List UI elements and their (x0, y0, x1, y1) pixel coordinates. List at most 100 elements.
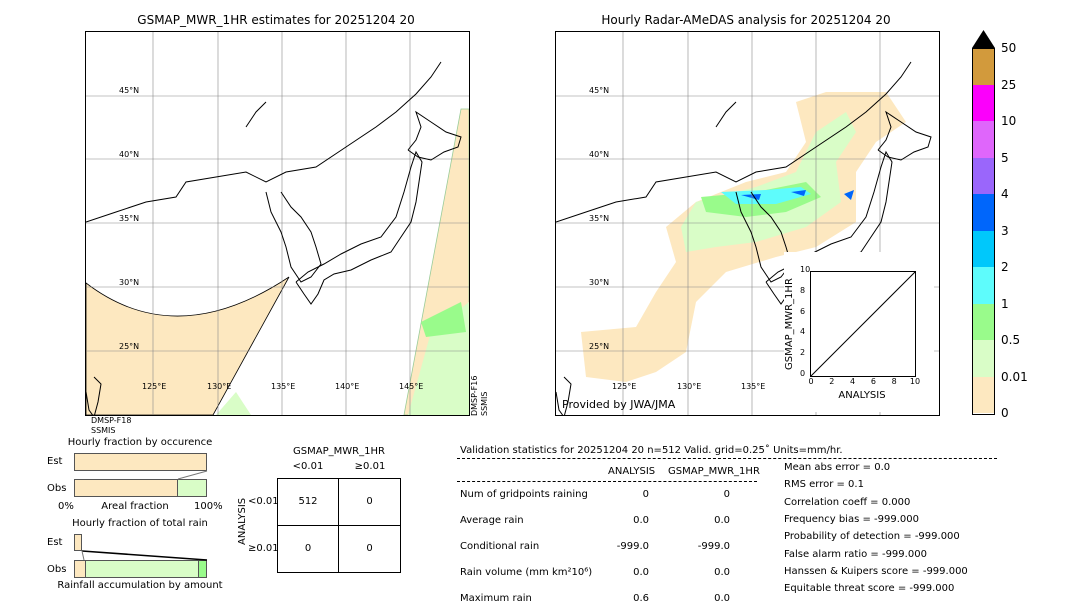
lon-label: 135°E (271, 382, 296, 391)
colorbar-label: 2 (1001, 260, 1009, 274)
lat-label: 45°N (119, 86, 140, 95)
satellite-label: DMSP-F16 (470, 375, 479, 416)
lon-label: 125°E (612, 382, 637, 391)
table-cell: 0 (339, 479, 400, 526)
inset-xtick: 2 (829, 377, 835, 386)
stat-label: Conditional rain (460, 541, 540, 552)
stat-gsmap-value: -999.0 (697, 541, 730, 552)
colorbar-label: 1 (1001, 296, 1009, 311)
diagonal-line (810, 271, 916, 377)
right-map-title: Hourly Radar-AMeDAS analysis for 2025120… (601, 13, 891, 27)
lon-label: 145°E (399, 382, 424, 391)
score-line: Mean abs error = 0.0 (784, 462, 891, 473)
lon-label: 130°E (677, 382, 702, 391)
stat-label: Maximum rain (460, 593, 532, 604)
lat-label: 35°N (119, 214, 140, 223)
contingency-title: GSMAP_MWR_1HR (293, 446, 385, 457)
est-occurrence-bar (74, 453, 207, 471)
lat-label: 30°N (119, 278, 140, 287)
stats-header: Validation statistics for 20251204 20 n=… (460, 445, 843, 456)
obs-total-bar (74, 560, 207, 578)
analysis-rain-moderate (721, 187, 811, 204)
inset-ytick: 2 (800, 348, 806, 358)
table-cell: 0 (278, 525, 339, 572)
colorbar-label: 3 (1001, 223, 1009, 238)
rain-area (421, 302, 466, 337)
inset-xtick: 4 (850, 377, 856, 386)
occurrence-title: Hourly fraction by occurence (67, 437, 213, 448)
stat-analysis-value: -999.0 (616, 541, 649, 552)
inset-xtick: 8 (891, 377, 897, 386)
lat-label: 25°N (119, 342, 140, 351)
stat-gsmap-value: 0 (723, 489, 730, 500)
stat-gsmap-value: 0.0 (714, 567, 730, 578)
col-analysis: ANALYSIS (608, 466, 656, 477)
col-header: ≥0.01 (354, 461, 386, 472)
satellite-label: DMSP-F18 SSMIS (91, 416, 132, 435)
analysis-rain-light (681, 112, 856, 252)
obs-occurrence-bar (74, 479, 207, 497)
col-header: <0.01 (292, 461, 324, 472)
lon-label: 130°E (207, 382, 232, 391)
stat-analysis-value: 0 (642, 489, 649, 500)
lat-label: 45°N (589, 86, 610, 95)
colorbar-label: 10 (1001, 114, 1017, 128)
colorbar-label: 0.01 (1001, 369, 1028, 384)
table-cell: 0 (366, 543, 373, 555)
col-gsmap: GSMAP_MWR_1HR (668, 466, 760, 477)
satellite-label: SSMIS (480, 391, 489, 417)
inset-ytick: 10 (800, 265, 811, 274)
obs-label: Obs (47, 483, 67, 494)
score-line: Probability of detection = -999.000 (784, 531, 960, 543)
total-rain-xlabel: Rainfall accumulation by amount (57, 580, 223, 591)
colorbar-label: 25 (1001, 77, 1017, 92)
score-line: Frequency bias = -999.000 (784, 513, 919, 525)
lat-label: 30°N (589, 278, 610, 287)
inset-scatter (810, 271, 916, 377)
occurrence-xlabel: Areal fraction (101, 501, 169, 512)
est-label: Est (47, 456, 63, 467)
lon-label: 135°E (741, 382, 766, 391)
stat-analysis-value: 0.0 (633, 567, 649, 578)
colorbar-label: 0.5 (1001, 333, 1021, 347)
colorbar (972, 30, 995, 415)
inset-xtick: 10 (909, 377, 921, 386)
credit-label: Provided by JWA/JMA (562, 398, 676, 411)
swath-rain-area (86, 276, 290, 415)
est-label: Est (47, 537, 63, 548)
row-header: <0.01 (248, 496, 279, 507)
score-line: RMS error = 0.1 (784, 479, 864, 491)
colorbar-label: 0 (1001, 406, 1009, 420)
inset-ytick: 8 (800, 285, 806, 295)
score-line: Hanssen & Kuipers score = -999.000 (784, 565, 968, 577)
table-cell: 512 (278, 479, 339, 526)
est-total-bar (74, 534, 82, 551)
row-header: ≥0.01 (248, 543, 279, 554)
score-line: Equitable threat score = -999.000 (784, 583, 955, 595)
inset-xlabel: ANALYSIS (838, 390, 886, 401)
stat-label: Rain volume (mm km²10⁶) (460, 567, 593, 578)
stat-gsmap-value: 0.0 (714, 515, 730, 526)
colorbar-label: 5 (1001, 150, 1009, 165)
total-rain-title: Hourly fraction of total rain (72, 518, 208, 529)
lat-label: 40°N (119, 150, 140, 159)
score-line: False alarm ratio = -999.000 (784, 548, 927, 560)
stat-label: Average rain (460, 515, 524, 526)
stat-analysis-value: 0.0 (633, 515, 649, 526)
inset-ytick: 6 (800, 306, 806, 316)
contingency-table: 512 0 0 0 (277, 478, 401, 573)
stat-gsmap-value: 0.0 (714, 593, 730, 604)
inset-xtick: 0 (808, 377, 814, 386)
lat-label: 35°N (589, 214, 610, 223)
inset-ytick: 0 (800, 369, 806, 378)
inset-ylabel: GSMAP_MWR_1HR (784, 278, 795, 370)
colorbar-label: 50 (1001, 41, 1017, 55)
colorbar-extend-triangle (972, 30, 995, 48)
analysis-rain-heavy (741, 190, 854, 200)
lat-label: 40°N (589, 150, 610, 159)
left-map-title: GSMAP_MWR_1HR estimates for 20251204 20 (137, 13, 415, 27)
score-line: Correlation coeff = 0.000 (784, 496, 911, 508)
obs-label: Obs (47, 564, 67, 575)
lon-label: 140°E (335, 382, 360, 391)
stat-analysis-value: 0.6 (633, 593, 649, 604)
